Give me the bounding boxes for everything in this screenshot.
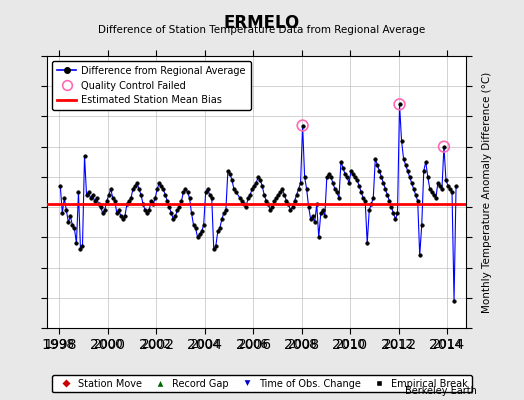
Text: Berkeley Earth: Berkeley Earth [405,386,477,396]
Point [298,122,307,129]
Text: ERMELO: ERMELO [224,14,300,32]
Text: Difference of Station Temperature Data from Regional Average: Difference of Station Temperature Data f… [99,25,425,35]
Legend: Station Move, Record Gap, Time of Obs. Change, Empirical Break: Station Move, Record Gap, Time of Obs. C… [52,375,472,392]
Y-axis label: Monthly Temperature Anomaly Difference (°C): Monthly Temperature Anomaly Difference (… [482,71,493,313]
Point [395,101,403,108]
Point [440,144,448,150]
